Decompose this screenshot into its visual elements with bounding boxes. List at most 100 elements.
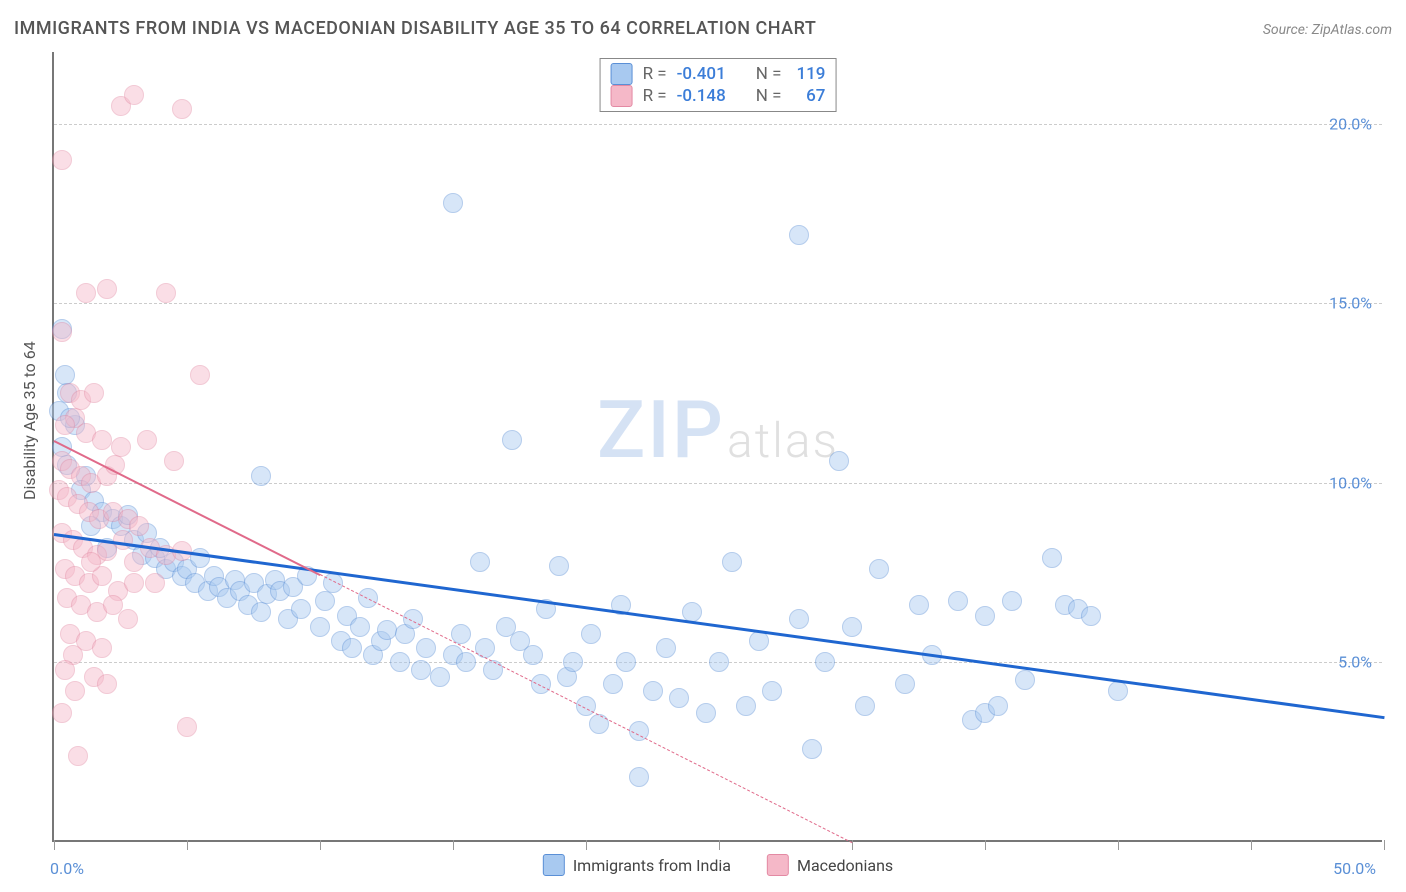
- data-point: [736, 696, 756, 716]
- regression-line: [54, 533, 1384, 719]
- data-point: [65, 681, 85, 701]
- regression-line: [320, 574, 852, 843]
- data-point: [722, 552, 742, 572]
- data-point: [76, 283, 96, 303]
- data-point: [869, 559, 889, 579]
- data-point: [829, 451, 849, 471]
- y-axis-label: Disability Age 35 to 64: [20, 341, 39, 500]
- data-point: [124, 85, 144, 105]
- data-point: [581, 624, 601, 644]
- data-point: [1108, 681, 1128, 701]
- data-point: [629, 767, 649, 787]
- data-point: [470, 552, 490, 572]
- legend-stat-row: R =-0.401N =119: [611, 63, 826, 85]
- legend-label: Immigrants from India: [573, 856, 731, 875]
- data-point: [84, 383, 104, 403]
- x-tick: [1251, 840, 1252, 850]
- stat-n-value: 67: [791, 86, 825, 106]
- gridline: [54, 303, 1382, 304]
- data-point: [251, 602, 271, 622]
- y-tick-label: 10.0%: [1329, 473, 1372, 492]
- y-tick-label: 5.0%: [1338, 653, 1372, 672]
- data-point: [789, 609, 809, 629]
- x-tick: [54, 840, 55, 850]
- data-point: [502, 430, 522, 450]
- data-point: [975, 606, 995, 626]
- legend-label: Macedonians: [797, 856, 893, 875]
- watermark: ZIP atlas: [597, 383, 839, 477]
- data-point: [656, 638, 676, 658]
- y-tick-label: 20.0%: [1329, 114, 1372, 133]
- data-point: [97, 674, 117, 694]
- data-point: [55, 365, 75, 385]
- data-point: [390, 652, 410, 672]
- gridline: [54, 483, 1382, 484]
- data-point: [603, 674, 623, 694]
- stat-key: R =: [643, 64, 667, 84]
- legend-swatch: [611, 63, 633, 85]
- data-point: [124, 573, 144, 593]
- data-point: [696, 703, 716, 723]
- data-point: [403, 609, 423, 629]
- watermark-right: atlas: [727, 412, 839, 469]
- y-tick-label: 15.0%: [1329, 294, 1372, 313]
- x-tick: [187, 840, 188, 850]
- data-point: [443, 193, 463, 213]
- data-point: [643, 681, 663, 701]
- data-point: [113, 530, 133, 550]
- data-point: [92, 638, 112, 658]
- x-tick: [1118, 840, 1119, 850]
- data-point: [68, 746, 88, 766]
- x-tick-label: 0.0%: [50, 859, 84, 878]
- plot-area: ZIP atlas R =-0.401N =119R =-0.148N =67 …: [52, 52, 1382, 842]
- data-point: [549, 556, 569, 576]
- data-point: [842, 617, 862, 637]
- data-point: [815, 652, 835, 672]
- x-tick: [985, 840, 986, 850]
- data-point: [709, 652, 729, 672]
- data-point: [137, 430, 157, 450]
- data-point: [145, 573, 165, 593]
- stat-key: N =: [756, 64, 782, 84]
- data-point: [988, 696, 1008, 716]
- data-point: [97, 279, 117, 299]
- data-point: [855, 696, 875, 716]
- data-point: [589, 714, 609, 734]
- data-point: [291, 599, 311, 619]
- legend-swatch: [543, 854, 565, 876]
- data-point: [52, 703, 72, 723]
- data-point: [430, 667, 450, 687]
- data-point: [342, 638, 362, 658]
- data-point: [156, 283, 176, 303]
- legend-swatch: [767, 854, 789, 876]
- data-point: [1042, 548, 1062, 568]
- data-point: [669, 688, 689, 708]
- data-point: [251, 466, 271, 486]
- stat-r-value: -0.401: [677, 64, 726, 84]
- legend-stat-row: R = -0.148 N = 67: [611, 85, 826, 107]
- correlation-legend: R =-0.401N =119R =-0.148N =67: [600, 58, 837, 112]
- data-point: [1081, 606, 1101, 626]
- watermark-left: ZIP: [597, 383, 725, 477]
- stat-key: R =: [643, 86, 667, 106]
- data-point: [909, 595, 929, 615]
- data-point: [411, 660, 431, 680]
- data-point: [52, 322, 72, 342]
- chart-title: IMMIGRANTS FROM INDIA VS MACEDONIAN DISA…: [14, 18, 816, 39]
- series-legend: Immigrants from India Macedonians: [543, 854, 893, 876]
- legend-swatch: [611, 85, 633, 107]
- data-point: [124, 552, 144, 572]
- x-tick: [1384, 840, 1385, 850]
- data-point: [531, 674, 551, 694]
- data-point: [523, 645, 543, 665]
- gridline: [54, 124, 1382, 125]
- x-tick: [586, 840, 587, 850]
- x-tick: [719, 840, 720, 850]
- stat-key: N =: [756, 86, 782, 106]
- data-point: [81, 552, 101, 572]
- stat-r-value: -0.148: [677, 86, 726, 106]
- data-point: [52, 150, 72, 170]
- data-point: [563, 652, 583, 672]
- data-point: [164, 451, 184, 471]
- data-point: [616, 652, 636, 672]
